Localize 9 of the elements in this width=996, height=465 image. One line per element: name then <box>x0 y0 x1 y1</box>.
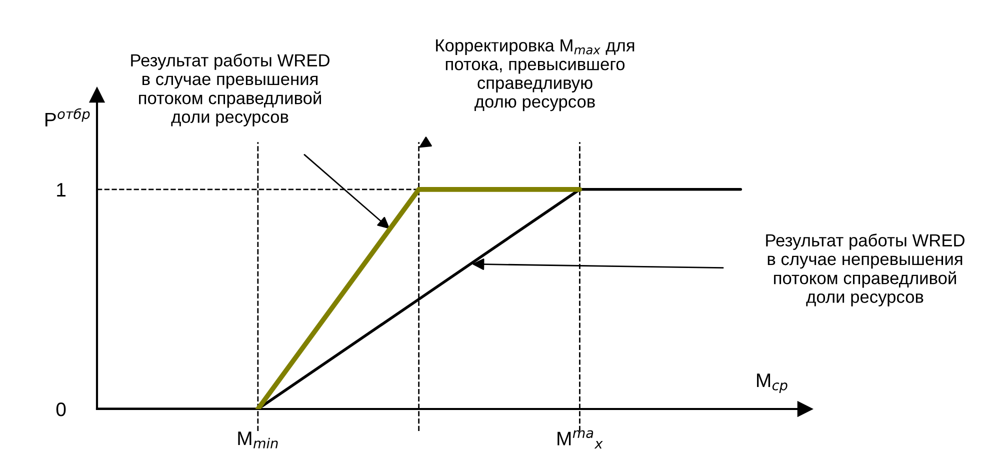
annotation: Корректировка M$_{max}$ для потока, превысившего справедливую долю ресурсов <box>436 39 634 112</box>
x-tick-label: M$_{min}$ <box>238 432 278 448</box>
y-axis-title: P$^{отбр}$ <box>45 108 90 126</box>
x-axis-title: M$_{ср}$ <box>757 374 788 393</box>
y-tick-label: 1 <box>57 183 66 196</box>
annotation: Результат работы WRED в случае превышения потоком справедливой доли ресурсов <box>131 54 330 126</box>
x-tick-label: M$^{ma}$$_{x}$ <box>558 430 603 448</box>
annotation: Результат работы WRED в случае непревышения потоком справедливой доли ресурсов <box>766 234 964 306</box>
y-tick-label: 0 <box>56 402 66 416</box>
